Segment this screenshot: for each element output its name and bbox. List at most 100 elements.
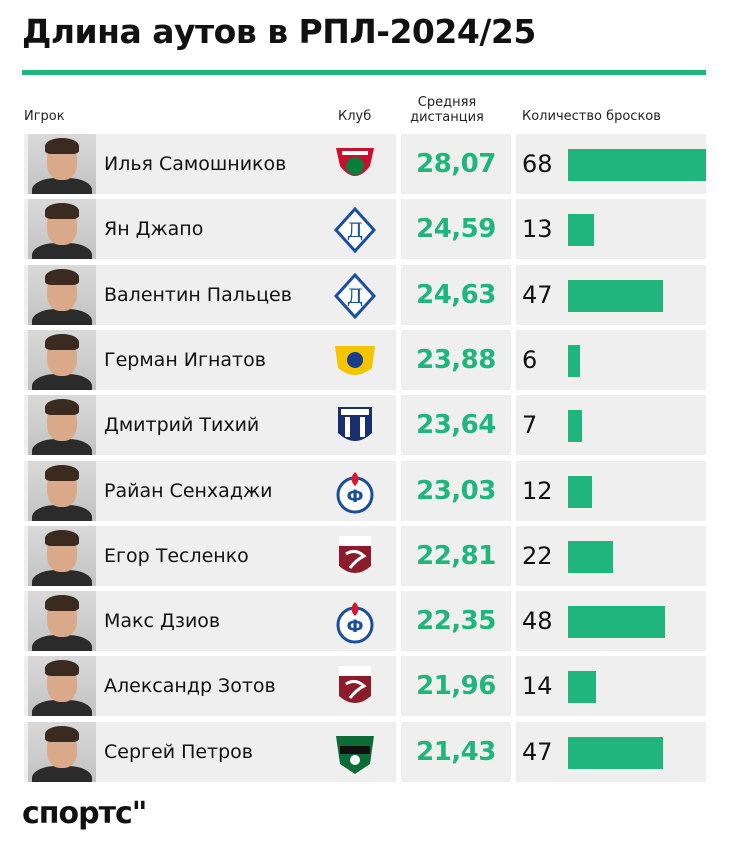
table-row: Герман Игнатов 23,88 6 [24, 329, 706, 390]
table-row: Сергей Петров 21,43 47 [24, 721, 706, 782]
pari-nn-logo [332, 403, 378, 449]
column-header-count: Количество бросков [522, 109, 661, 124]
avg-cell: 24,59 [401, 199, 511, 260]
player-name: Герман Игнатов [104, 348, 266, 371]
count-cell: 48 [516, 591, 706, 652]
title-underline [22, 70, 706, 75]
fakel-logo: Ф [332, 599, 378, 645]
avg-distance-value: 22,81 [416, 540, 496, 571]
throw-count-bar [568, 606, 665, 639]
avg-cell: 21,96 [401, 656, 511, 717]
avg-cell: 23,03 [401, 460, 511, 521]
fakel-logo: Ф [332, 469, 378, 515]
throw-count-value: 22 [522, 541, 553, 570]
count-cell: 47 [516, 721, 706, 782]
column-header-club: Клуб [338, 109, 372, 124]
player-name: Ян Джапо [104, 218, 204, 241]
player-name: Райан Сенхаджи [104, 479, 273, 502]
throw-count-bar [568, 149, 706, 181]
table-row: Райан Сенхаджи Ф 23,03 12 [24, 460, 706, 521]
avg-distance-value: 24,59 [416, 214, 496, 245]
avg-cell: 28,07 [401, 134, 511, 194]
column-header-player: Игрок [24, 109, 65, 124]
svg-text:Ф: Ф [347, 487, 364, 507]
player-name: Макс Дзиов [104, 610, 221, 633]
count-cell: 6 [516, 329, 706, 390]
page-title: Длина аутов в РПЛ-2024/25 [22, 12, 536, 51]
player-name: Александр Зотов [104, 675, 276, 698]
rubin-logo [332, 664, 378, 710]
throw-count-bar [568, 410, 582, 443]
throw-count-value: 47 [522, 280, 553, 309]
throw-count-bar [568, 671, 596, 704]
avg-distance-value: 28,07 [416, 149, 496, 179]
table-row: Егор Тесленко 22,81 22 [24, 525, 706, 586]
player-cell: Герман Игнатов [24, 329, 396, 390]
player-name: Дмитрий Тихий [104, 414, 260, 437]
avg-distance-value: 23,64 [416, 410, 496, 441]
throw-count-bar [568, 214, 594, 247]
dynamo-logo: Д [332, 272, 378, 319]
throw-count-value: 47 [522, 737, 553, 766]
table-row: Ян Джапо Д 24,59 13 [24, 199, 706, 260]
player-cell: Сергей Петров [24, 721, 396, 782]
table-row: Илья Самошников 28,07 68 [24, 134, 706, 194]
player-cell: Александр Зотов [24, 656, 396, 717]
player-photo [28, 329, 96, 390]
player-photo [28, 591, 96, 652]
avg-cell: 23,64 [401, 395, 511, 456]
avg-cell: 22,35 [401, 591, 511, 652]
count-cell: 22 [516, 525, 706, 586]
throw-count-bar [568, 540, 613, 573]
rostov-logo [332, 338, 378, 384]
avg-distance-value: 22,35 [416, 606, 496, 637]
throw-count-value: 68 [522, 150, 553, 178]
player-name: Сергей Петров [104, 740, 254, 763]
throw-count-value: 6 [522, 345, 538, 374]
player-photo [28, 721, 96, 782]
table-row: Макс Дзиов Ф 22,35 48 [24, 591, 706, 652]
lokomotiv-logo [332, 142, 378, 188]
count-cell: 7 [516, 395, 706, 456]
player-cell: Райан Сенхаджи Ф [24, 460, 396, 521]
avg-distance-value: 24,63 [416, 279, 496, 310]
player-name: Валентин Пальцев [104, 283, 292, 306]
count-cell: 12 [516, 460, 706, 521]
table-row: Дмитрий Тихий 23,64 7 [24, 395, 706, 456]
count-cell: 68 [516, 134, 706, 194]
count-cell: 47 [516, 264, 706, 325]
svg-text:Д: Д [347, 284, 363, 308]
player-photo [28, 460, 96, 521]
player-photo [28, 264, 96, 325]
count-cell: 14 [516, 656, 706, 717]
throw-count-value: 12 [522, 476, 553, 505]
throw-count-value: 48 [522, 607, 553, 636]
avg-cell: 21,43 [401, 721, 511, 782]
throw-count-value: 14 [522, 672, 553, 701]
avg-cell: 23,88 [401, 329, 511, 390]
svg-text:Ф: Ф [347, 617, 364, 637]
count-cell: 13 [516, 199, 706, 260]
player-name: Егор Тесленко [104, 544, 249, 567]
player-name: Илья Самошников [104, 153, 287, 175]
player-cell: Дмитрий Тихий [24, 395, 396, 456]
avg-distance-value: 21,43 [416, 736, 496, 767]
throw-count-value: 7 [522, 411, 538, 440]
player-photo [28, 199, 96, 260]
player-cell: Валентин Пальцев Д [24, 264, 396, 325]
player-photo [28, 134, 96, 194]
avg-distance-value: 21,96 [416, 671, 496, 702]
throw-count-bar [568, 475, 592, 508]
player-cell: Егор Тесленко [24, 525, 396, 586]
svg-text:Д: Д [347, 218, 363, 242]
table-row: Валентин Пальцев Д 24,63 47 [24, 264, 706, 325]
player-cell: Макс Дзиов Ф [24, 591, 396, 652]
throw-count-bar [568, 736, 663, 769]
krasnodar-logo [332, 730, 378, 776]
dynamo-logo: Д [332, 207, 378, 254]
avg-distance-value: 23,03 [416, 475, 496, 506]
player-photo [28, 656, 96, 717]
throw-count-value: 13 [522, 215, 553, 244]
table-row: Александр Зотов 21,96 14 [24, 656, 706, 717]
player-photo [28, 525, 96, 586]
